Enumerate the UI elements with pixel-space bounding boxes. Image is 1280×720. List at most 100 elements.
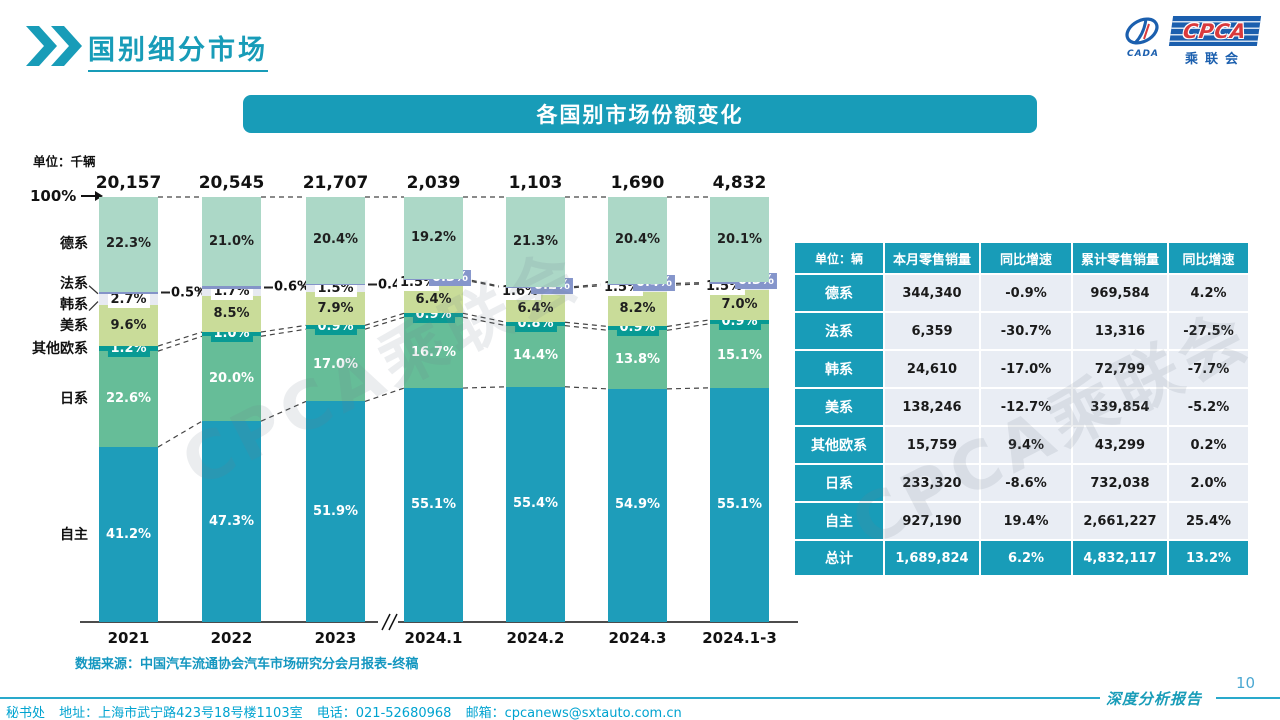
share-label-自主: 55.1% — [410, 497, 457, 513]
bar-segment-法系 — [306, 283, 365, 286]
table-row: 自主 927,190 19.4% 2,661,227 25.4% — [795, 503, 1248, 539]
table-cell: 1,689,824 — [885, 541, 979, 575]
table-row: 日系 233,320 -8.6% 732,038 2.0% — [795, 465, 1248, 501]
table-cell: 15,759 — [885, 427, 979, 463]
x-tick-label: 2022 — [210, 629, 253, 647]
x-tick-label: 2021 — [107, 629, 150, 647]
bar-segment-法系 — [99, 291, 158, 294]
bar-segment-德系 — [710, 197, 769, 283]
bar-segment-德系 — [202, 197, 261, 287]
bar-segment-日系 — [202, 336, 261, 422]
share-label-自主: 54.9% — [614, 497, 661, 513]
table-cell: 43,299 — [1073, 427, 1167, 463]
retail-share-table: 单位：辆 本月零售销量 同比增速 累计零售销量 同比增速 德系 344,340 -0.9% 9… — [793, 241, 1250, 577]
bar-segment-日系 — [404, 317, 463, 389]
footer-divider — [0, 697, 1100, 699]
table-cell: -30.7% — [981, 313, 1071, 349]
share-label-美系: 6.4% — [415, 291, 452, 307]
bar-total: 21,707 — [302, 173, 369, 193]
axis-category-法系: 法系 — [60, 275, 88, 292]
table-header-cell: 本月零售销量 — [885, 243, 979, 273]
share-label-自主: 55.1% — [716, 496, 763, 512]
bar-segment-自主 — [710, 387, 769, 622]
bar-segment-自主 — [404, 388, 463, 622]
bar-segment-日系 — [306, 329, 365, 402]
bar-total: 2,039 — [406, 173, 461, 193]
table-cell: 6.2% — [981, 541, 1071, 575]
bar-segment-自主 — [99, 447, 158, 622]
table-cell: -5.2% — [1169, 389, 1248, 425]
bar-segment-自主 — [202, 421, 261, 622]
table-cell: 72,799 — [1073, 351, 1167, 387]
table-cell: 19.4% — [981, 503, 1071, 539]
axis-category-德系: 德系 — [60, 236, 88, 253]
table-cell: 25.4% — [1169, 503, 1248, 539]
share-label-自主: 51.9% — [312, 503, 359, 519]
bar-total: 4,832 — [712, 173, 767, 193]
cpca-logo-text: CPCA — [1181, 19, 1249, 43]
x-tick-label: 2023 — [314, 629, 357, 647]
table-cell: -7.7% — [1169, 351, 1248, 387]
stacked-bar-chart: 100% 41.2% 22.6% 1.2% 9.6% 2.7% 0.5% 22.3% 20,1… — [30, 170, 835, 675]
bar-segment-德系 — [506, 197, 565, 288]
bar-segment-自主 — [506, 386, 565, 622]
share-label-自主: 55.4% — [512, 496, 559, 512]
table-cell: 339,854 — [1073, 389, 1167, 425]
bar-total: 20,157 — [95, 173, 162, 193]
bar-total: 1,103 — [508, 173, 563, 193]
bar-segment-德系 — [608, 197, 667, 284]
table-cell: 日系 — [795, 465, 883, 501]
bar-total: 1,690 — [610, 173, 665, 193]
axis-category-美系: 美系 — [60, 317, 88, 334]
share-label-德系: 20.4% — [614, 232, 661, 248]
table-row: 德系 344,340 -0.9% 969,584 4.2% — [795, 275, 1248, 311]
bar-segment-德系 — [404, 197, 463, 279]
chart-title-banner: 各国别市场份额变化 — [243, 95, 1037, 133]
table-cell: -8.6% — [981, 465, 1071, 501]
share-label-德系: 22.3% — [105, 236, 152, 252]
page-title: 国别细分市场 — [88, 28, 268, 72]
table-cell: 2.0% — [1169, 465, 1248, 501]
table-row: 法系 6,359 -30.7% 13,316 -27.5% — [795, 313, 1248, 349]
table-header-cell: 累计零售销量 — [1073, 243, 1167, 273]
share-label-美系: 8.2% — [619, 301, 656, 317]
share-label-美系: 7.9% — [317, 300, 354, 316]
bar-segment-美系 — [202, 295, 261, 332]
table-cell: 138,246 — [885, 389, 979, 425]
bar-segment-日系 — [99, 351, 158, 448]
table-cell: -0.9% — [981, 275, 1071, 311]
axis-100-label: 100% — [30, 187, 104, 205]
share-label-日系: 15.1% — [716, 347, 763, 363]
table-cell: 美系 — [795, 389, 883, 425]
cpca-logo-box: CPCA — [1168, 16, 1262, 46]
cpca-logo-subtext: 乘联会 — [1184, 52, 1245, 67]
share-label-日系: 13.8% — [614, 351, 661, 367]
table-cell: 总计 — [795, 541, 883, 575]
share-label-日系: 16.7% — [410, 344, 457, 360]
table-cell: 24,610 — [885, 351, 979, 387]
table-cell: -17.0% — [981, 351, 1071, 387]
share-label-日系: 17.0% — [312, 357, 359, 373]
share-label-自主: 41.2% — [105, 526, 152, 542]
x-tick-label: 2024.1 — [404, 629, 463, 647]
share-label-德系: 19.2% — [410, 229, 457, 245]
share-label-美系: 7.0% — [721, 296, 758, 312]
share-label-韩系: 2.7% — [107, 291, 150, 308]
x-tick-label: 2024.1-3 — [702, 629, 777, 647]
x-tick-label: 2024.2 — [506, 629, 565, 647]
bar-total: 20,545 — [198, 173, 265, 193]
footer-address: 地址：上海市武宁路423号18号楼1103室 — [59, 706, 303, 720]
table-total-row: 总计 1,689,824 6.2% 4,832,117 13.2% — [795, 541, 1248, 575]
table-cell: -12.7% — [981, 389, 1071, 425]
axis-category-韩系: 韩系 — [60, 296, 88, 313]
section-chevron-icon — [26, 26, 82, 66]
table-cell: 969,584 — [1073, 275, 1167, 311]
page-number: 10 — [1236, 674, 1256, 692]
axis-category-其他欧系: 其他欧系 — [32, 340, 88, 357]
share-label-自主: 47.3% — [208, 513, 255, 529]
axis-category-日系: 日系 — [60, 391, 88, 408]
bar-segment-德系 — [306, 197, 365, 284]
share-label-德系: 21.0% — [208, 233, 255, 249]
bar-segment-日系 — [506, 325, 565, 387]
